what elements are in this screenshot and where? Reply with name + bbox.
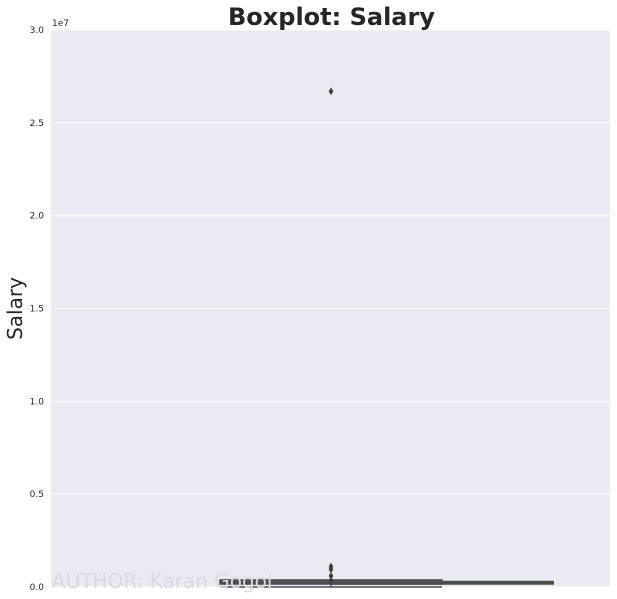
outlier-point [328,571,334,580]
y-tick-label: 1.0 [30,397,45,407]
outlier-point [328,576,334,585]
outlier-point [328,565,334,574]
y-tick-label: 2.5 [30,119,44,129]
y-tick-label: 2.0 [30,212,45,222]
author-watermark: AUTHOR: Karan Gogoi [52,569,272,593]
gridlines [51,29,610,588]
y-offset-label: 1e7 [52,19,69,29]
y-axis-label: Salary [3,277,27,340]
y-tick-label: 0.0 [30,583,45,593]
y-tick-label: 0.5 [30,490,44,500]
outlier-point [328,87,334,96]
y-tick-label: 3.0 [30,26,45,36]
y-tick-labels: 0.0 0.5 1.0 1.5 2.0 2.5 3.0 [30,26,45,593]
salary-boxplot [219,87,554,588]
chart-title: Boxplot: Salary [228,3,435,31]
y-tick-label: 1.5 [30,305,44,315]
